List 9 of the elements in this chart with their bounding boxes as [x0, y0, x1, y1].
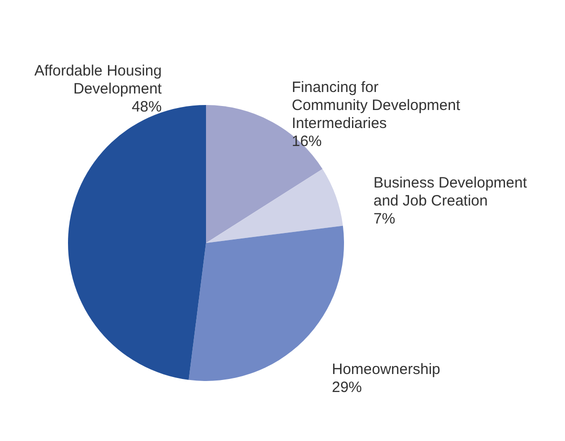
- slice-label: Business Development and Job Creation: [373, 174, 528, 210]
- data-label: 16%: [292, 133, 322, 150]
- data-label: 48%: [132, 98, 162, 116]
- pie-slice: [206, 169, 343, 243]
- slice-label: Financing for Community Development Intermediaries: [292, 79, 461, 132]
- data-label: 7%: [373, 210, 396, 228]
- data-label: 29%: [332, 378, 362, 396]
- slice-label: Affordable Housing Development: [34, 62, 163, 98]
- slice-label: Homeownership: [332, 360, 440, 378]
